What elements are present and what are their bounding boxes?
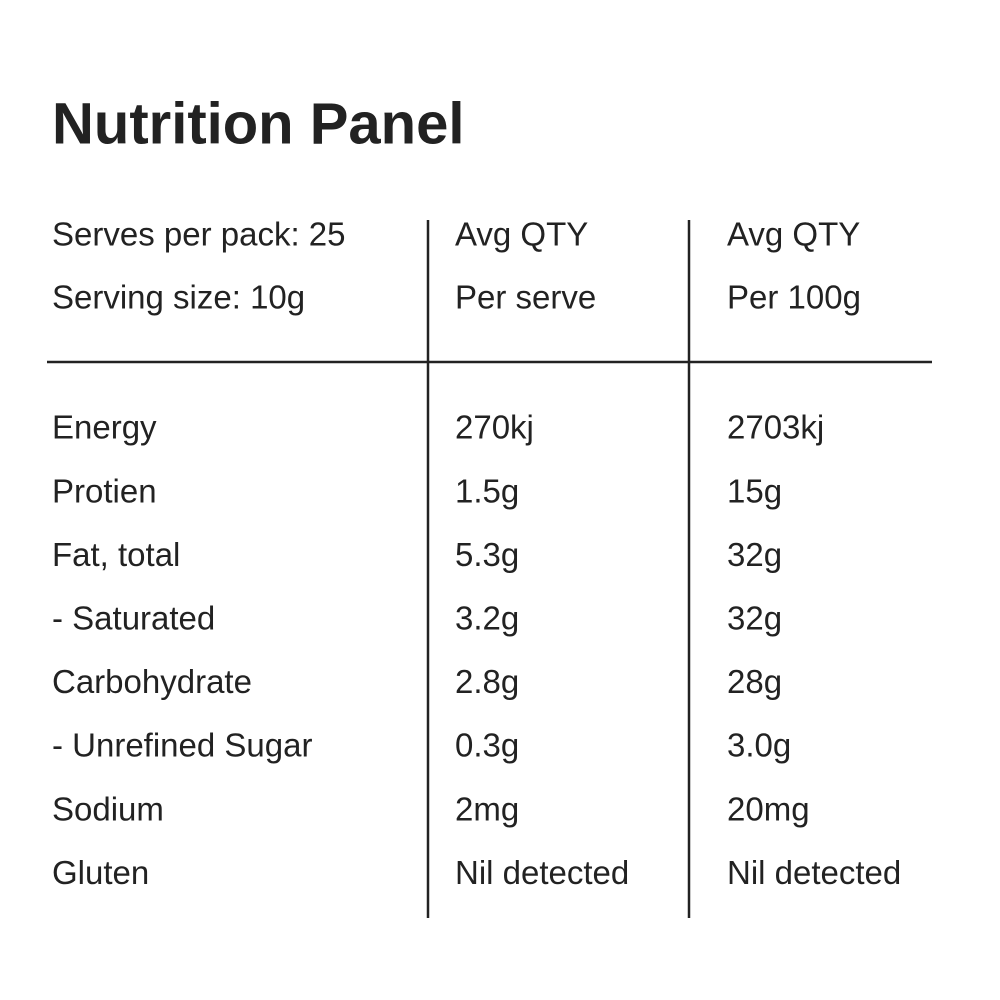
nutrient-name: Carbohydrate [52,663,252,700]
nutrient-value: Nil detected [455,854,629,891]
nutrient-value: 20mg [727,790,810,827]
header-cell: Per 100g [727,279,861,316]
header-cell: Avg QTY [455,216,588,253]
header-cell: Serving size: 10g [52,279,305,316]
panel-title: Nutrition Panel [52,91,464,156]
nutrient-value: 0.3g [455,727,519,764]
nutrient-name: Protien [52,472,157,509]
nutrient-value: 2703kj [727,409,824,446]
nutrient-name: - Unrefined Sugar [52,727,312,764]
nutrient-value: 3.2g [455,600,519,637]
nutrient-value: 270kj [455,409,534,446]
nutrient-value: 3.0g [727,727,791,764]
nutrient-name: Sodium [52,790,164,827]
header-cell: Avg QTY [727,216,860,253]
header-cell: Serves per pack: 25 [52,216,346,253]
nutrient-value: 32g [727,600,782,637]
header-cell: Per serve [455,279,596,316]
nutrient-value: 5.3g [455,536,519,573]
nutrient-value: Nil detected [727,854,901,891]
nutrient-name: Fat, total [52,536,180,573]
nutrient-value: 15g [727,472,782,509]
nutrient-name: Energy [52,409,157,446]
nutrient-name: Gluten [52,854,149,891]
nutrient-value: 1.5g [455,472,519,509]
nutrient-value: 32g [727,536,782,573]
nutrient-value: 28g [727,663,782,700]
nutrient-value: 2mg [455,790,519,827]
nutrient-value: 2.8g [455,663,519,700]
nutrient-name: - Saturated [52,600,215,637]
